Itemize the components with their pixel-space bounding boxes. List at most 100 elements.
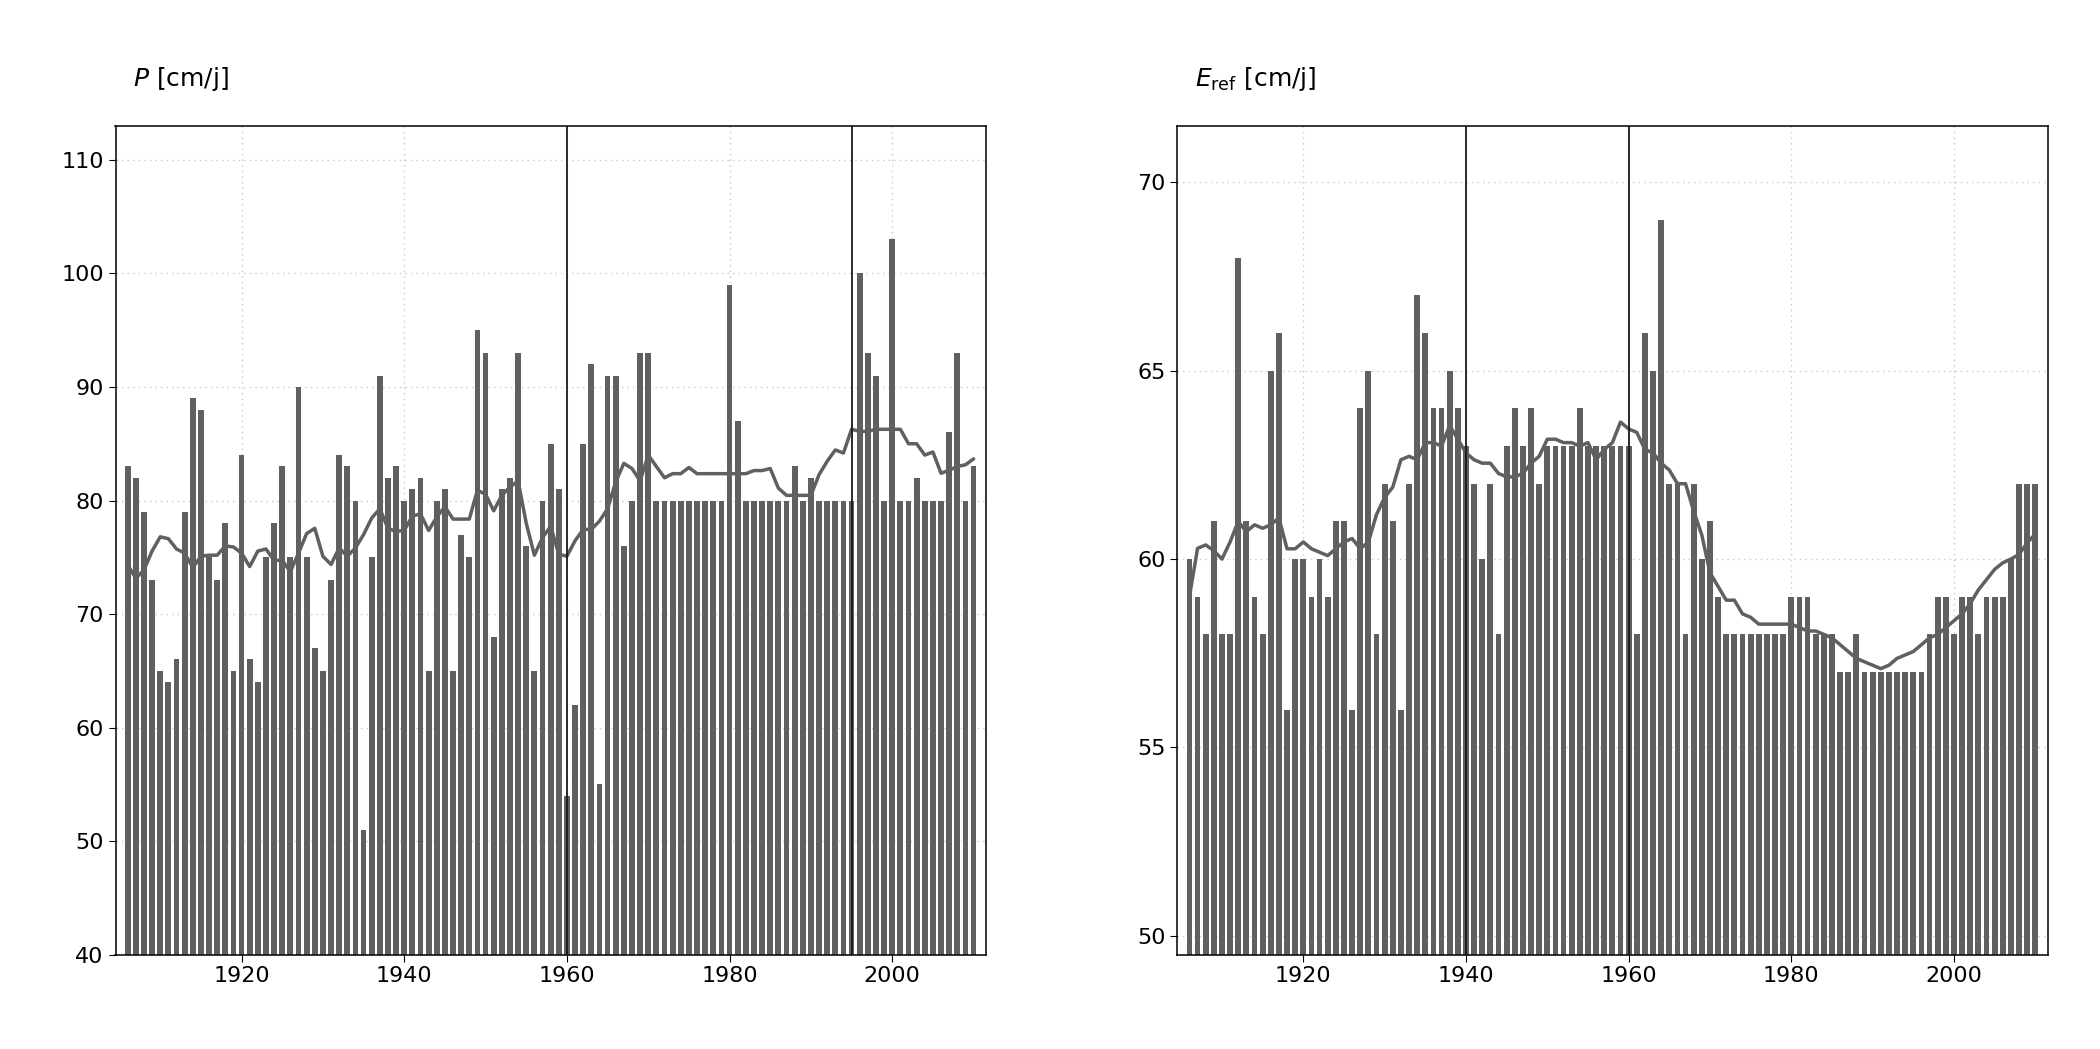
Bar <box>1707 521 1714 955</box>
Bar <box>2016 484 2022 955</box>
Bar <box>1951 635 1957 955</box>
Bar <box>1382 484 1388 955</box>
Bar <box>1854 635 1858 955</box>
Bar <box>166 682 172 955</box>
Bar <box>565 795 569 955</box>
Bar <box>1544 446 1550 955</box>
Bar <box>1577 408 1583 955</box>
Bar <box>523 545 529 955</box>
Bar <box>970 467 976 955</box>
Bar <box>1325 597 1331 955</box>
Bar <box>1821 635 1827 955</box>
Bar <box>613 376 619 955</box>
Bar <box>288 557 294 955</box>
Bar <box>760 500 764 955</box>
Bar <box>189 399 195 955</box>
Bar <box>1413 296 1420 955</box>
Bar <box>1789 597 1793 955</box>
Bar <box>393 467 399 955</box>
Bar <box>939 500 945 955</box>
Bar <box>710 500 716 955</box>
Bar <box>183 512 187 955</box>
Bar <box>1243 521 1250 955</box>
Bar <box>905 500 911 955</box>
Bar <box>304 557 309 955</box>
Bar <box>344 467 351 955</box>
Bar <box>1552 446 1558 955</box>
Bar <box>1334 521 1340 955</box>
Bar <box>1730 635 1737 955</box>
Bar <box>1504 446 1510 955</box>
Bar <box>888 239 895 955</box>
Bar <box>1690 484 1697 955</box>
Bar <box>370 557 374 955</box>
Bar <box>1260 635 1266 955</box>
Text: $E_\mathrm{ref}$ [cm/j]: $E_\mathrm{ref}$ [cm/j] <box>1195 65 1317 92</box>
Bar <box>223 523 229 955</box>
Bar <box>1455 408 1462 955</box>
Bar <box>571 705 578 955</box>
Bar <box>531 670 538 955</box>
Bar <box>865 352 871 955</box>
Bar <box>897 500 903 955</box>
Bar <box>1447 370 1453 955</box>
Bar <box>231 670 237 955</box>
Bar <box>1903 672 1909 955</box>
Bar <box>1764 635 1770 955</box>
Bar <box>914 477 920 955</box>
Bar <box>596 785 603 955</box>
Bar <box>1472 484 1476 955</box>
Bar <box>687 500 691 955</box>
Bar <box>1682 635 1688 955</box>
Bar <box>449 670 456 955</box>
Bar <box>1218 635 1224 955</box>
Bar <box>296 387 302 955</box>
Bar <box>727 285 733 955</box>
Bar <box>1300 559 1306 955</box>
Bar <box>435 500 439 955</box>
Bar <box>1226 635 1233 955</box>
Bar <box>823 500 830 955</box>
Bar <box>1487 484 1493 955</box>
Bar <box>653 500 659 955</box>
Bar <box>1357 408 1363 955</box>
Bar <box>1772 635 1779 955</box>
Bar <box>1959 597 1966 955</box>
Bar <box>808 477 815 955</box>
Bar <box>124 467 130 955</box>
Bar <box>458 535 464 955</box>
Bar <box>735 421 741 955</box>
Bar <box>1317 559 1323 955</box>
Bar <box>1991 597 1997 955</box>
Bar <box>1308 597 1315 955</box>
Bar <box>141 512 147 955</box>
Bar <box>766 500 773 955</box>
Bar <box>645 352 651 955</box>
Bar <box>214 580 220 955</box>
Bar <box>1186 559 1193 955</box>
Bar <box>1512 408 1518 955</box>
Bar <box>319 670 326 955</box>
Bar <box>1739 635 1745 955</box>
Bar <box>506 477 512 955</box>
Bar <box>800 500 806 955</box>
Bar <box>248 660 252 955</box>
Bar <box>410 489 416 955</box>
Bar <box>922 500 928 955</box>
Bar <box>1212 521 1216 955</box>
Bar <box>1659 220 1663 955</box>
Bar <box>1674 484 1680 955</box>
Bar <box>840 500 846 955</box>
Bar <box>1838 672 1844 955</box>
Bar <box>630 500 634 955</box>
Bar <box>1268 370 1275 955</box>
Bar <box>441 489 447 955</box>
Bar <box>1699 559 1705 955</box>
Bar <box>1877 672 1884 955</box>
Bar <box>1495 635 1501 955</box>
Bar <box>1348 710 1354 955</box>
Bar <box>336 455 342 955</box>
Bar <box>1634 635 1640 955</box>
Bar <box>556 489 561 955</box>
Bar <box>701 500 708 955</box>
